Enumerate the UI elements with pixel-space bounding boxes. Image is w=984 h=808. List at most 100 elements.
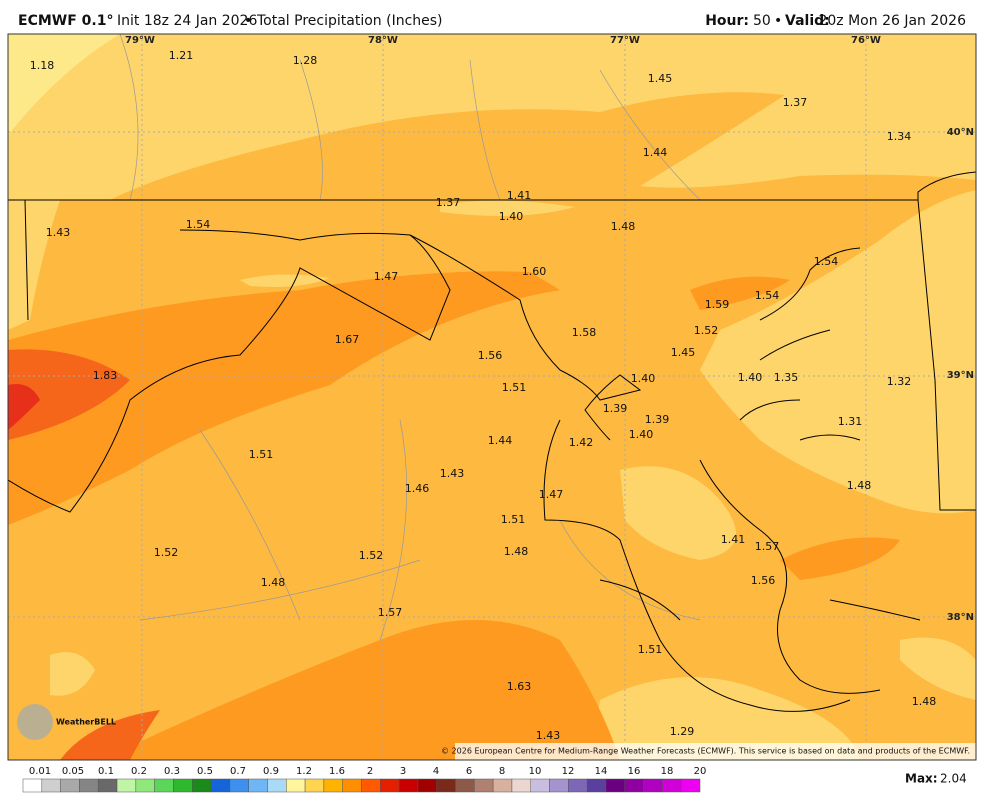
- precip-value: 1.52: [359, 549, 384, 562]
- colorbar-cell: [530, 778, 550, 793]
- colorbar-cell: [398, 778, 419, 793]
- precip-value: 1.43: [46, 226, 71, 239]
- colorbar-cell: [79, 778, 99, 793]
- colorbar-cell: [323, 778, 343, 793]
- colorbar-cell: [474, 778, 494, 793]
- colorbar-cell: [492, 778, 513, 793]
- precip-value: 1.37: [783, 96, 808, 109]
- colorbar-label: 14: [595, 766, 608, 777]
- model: ECMWF 0.1°: [18, 13, 113, 29]
- longitude-label: 77°W: [610, 35, 640, 46]
- precip-value: 1.51: [638, 643, 663, 656]
- precip-value: 1.52: [154, 546, 179, 559]
- latitude-label: 38°N: [947, 612, 974, 623]
- colorbar-label: 0.01: [29, 766, 51, 777]
- colorbar-cell: [116, 778, 137, 793]
- max-value: 2.04: [940, 772, 967, 786]
- colorbar-label: 20: [694, 766, 707, 777]
- precip-value: 1.48: [912, 695, 937, 708]
- colorbar-label: 10: [529, 766, 542, 777]
- precip-value: 1.57: [378, 606, 403, 619]
- precip-value: 1.47: [374, 270, 399, 283]
- precip-value: 1.60: [522, 265, 547, 278]
- colorbar-label: 4: [433, 766, 439, 777]
- precip-value: 1.21: [169, 49, 194, 62]
- colorbar-cell: [22, 778, 43, 793]
- precip-value: 1.59: [705, 298, 730, 311]
- precip-value: 1.40: [631, 372, 656, 385]
- colorbar-label: 2: [367, 766, 373, 777]
- precip-value: 1.34: [887, 130, 912, 143]
- colorbar-label: 0.1: [98, 766, 114, 777]
- precip-value: 1.41: [721, 533, 746, 546]
- colorbar-cell: [680, 778, 701, 793]
- colorbar-cell: [192, 778, 212, 793]
- latitude-label: 39°N: [947, 370, 974, 381]
- precip-value: 1.44: [488, 434, 513, 447]
- colorbar-cell: [549, 778, 569, 793]
- precip-value: 1.51: [249, 448, 274, 461]
- precip-value: 1.83: [93, 369, 118, 382]
- precip-value: 1.40: [499, 210, 524, 223]
- precip-value: 1.54: [755, 289, 780, 302]
- separator: •: [774, 13, 782, 29]
- precip-value: 1.48: [504, 545, 529, 558]
- precip-value: 1.43: [536, 729, 561, 742]
- colorbar-label: 3: [400, 766, 406, 777]
- colorbar-cell: [643, 778, 663, 793]
- colorbar-cell: [662, 778, 682, 793]
- precip-value: 1.39: [645, 413, 670, 426]
- colorbar-label: 0.2: [131, 766, 147, 777]
- hour-label: Hour:: [705, 13, 749, 29]
- precip-value: 1.42: [569, 436, 594, 449]
- init: Init 18z 24 Jan 2026: [117, 13, 257, 29]
- colorbar-label: 0.5: [197, 766, 213, 777]
- colorbar-cell: [173, 778, 193, 793]
- colorbar-cell: [624, 778, 644, 793]
- max-label: Max:: [905, 772, 938, 786]
- longitude-label: 76°W: [851, 35, 881, 46]
- hour: 50: [753, 13, 771, 29]
- precip-value: 1.44: [643, 146, 668, 159]
- precip-value: 1.18: [30, 59, 55, 72]
- precip-value: 1.40: [738, 371, 763, 384]
- colorbar-label: 12: [562, 766, 575, 777]
- precip-value: 1.48: [611, 220, 636, 233]
- colorbar-cell: [267, 778, 287, 793]
- map-frame: [7, 33, 977, 761]
- colorbar-cell: [41, 778, 61, 793]
- colorbar-cell: [135, 778, 155, 793]
- precip-value: 1.47: [539, 488, 564, 501]
- colorbar-cell: [436, 778, 456, 793]
- precip-value: 1.57: [755, 540, 780, 553]
- colorbar-cell: [248, 778, 268, 793]
- colorbar-cell: [361, 778, 381, 793]
- colorbar-cell: [97, 778, 118, 793]
- precip-value: 1.63: [507, 680, 532, 693]
- precip-value: 1.54: [186, 218, 211, 231]
- precip-value: 1.39: [603, 402, 628, 415]
- precip-value: 1.58: [572, 326, 597, 339]
- colorbar-cell: [60, 778, 80, 793]
- separator: •: [244, 13, 252, 29]
- precip-value: 1.43: [440, 467, 465, 480]
- colorbar-cell: [568, 778, 588, 793]
- colorbar-cell: [511, 778, 532, 793]
- colorbar-cell: [380, 778, 400, 793]
- colorbar-label: 0.3: [164, 766, 180, 777]
- colorbar-cell: [304, 778, 325, 793]
- precip-value: 1.35: [774, 371, 799, 384]
- colorbar-label: 16: [628, 766, 641, 777]
- precip-value: 1.52: [694, 324, 719, 337]
- colorbar-label: 6: [466, 766, 472, 777]
- colorbar-label: 0.05: [62, 766, 84, 777]
- precip-value: 1.45: [648, 72, 673, 85]
- precip-value: 1.29: [670, 725, 695, 738]
- colorbar-label: 8: [499, 766, 505, 777]
- colorbar-label: 1.6: [329, 766, 345, 777]
- precip-value: 1.48: [261, 576, 286, 589]
- longitude-label: 79°W: [125, 35, 155, 46]
- precip-value: 1.46: [405, 482, 430, 495]
